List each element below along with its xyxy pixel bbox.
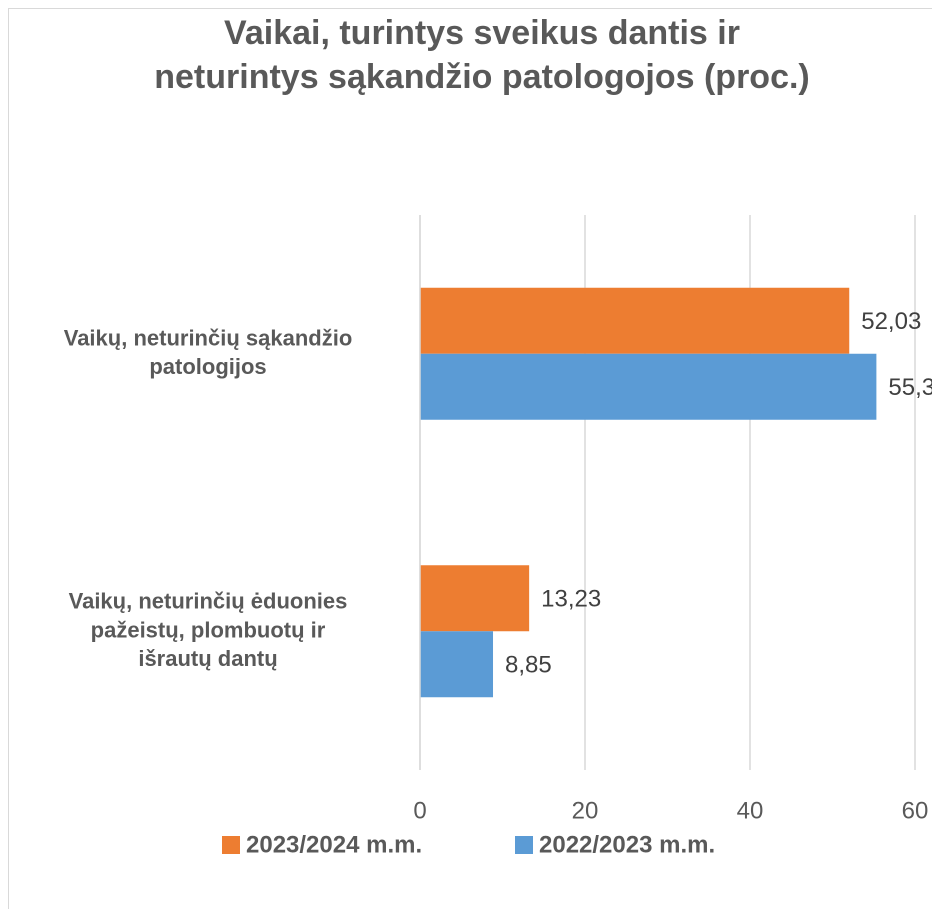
legend-swatch — [515, 836, 533, 854]
data-label: 52,03 — [861, 308, 921, 335]
chart-border — [8, 8, 932, 909]
bar — [420, 631, 494, 698]
bar — [420, 565, 530, 632]
y-tick-label: Vaikų, neturinčių sąkandžio patologijos — [64, 325, 353, 379]
x-tick-label: 40 — [737, 797, 764, 824]
y-tick-label: Vaikų, neturinčių ėduonies pažeistų, plom… — [69, 588, 348, 670]
data-label: 55,32 — [888, 374, 932, 401]
data-label: 13,23 — [541, 586, 601, 613]
x-tick-label: 0 — [413, 797, 426, 824]
bar — [420, 287, 850, 354]
legend-label: 2022/2023 m.m. — [539, 831, 715, 858]
legend-swatch — [222, 836, 240, 854]
bar — [420, 353, 877, 420]
chart-title: Vaikai, turintys sveikus dantis ir neturi… — [154, 14, 810, 96]
data-label: 8,85 — [505, 652, 552, 679]
x-tick-label: 20 — [572, 797, 599, 824]
x-tick-label: 60 — [902, 797, 929, 824]
legend-label: 2023/2024 m.m. — [246, 831, 422, 858]
